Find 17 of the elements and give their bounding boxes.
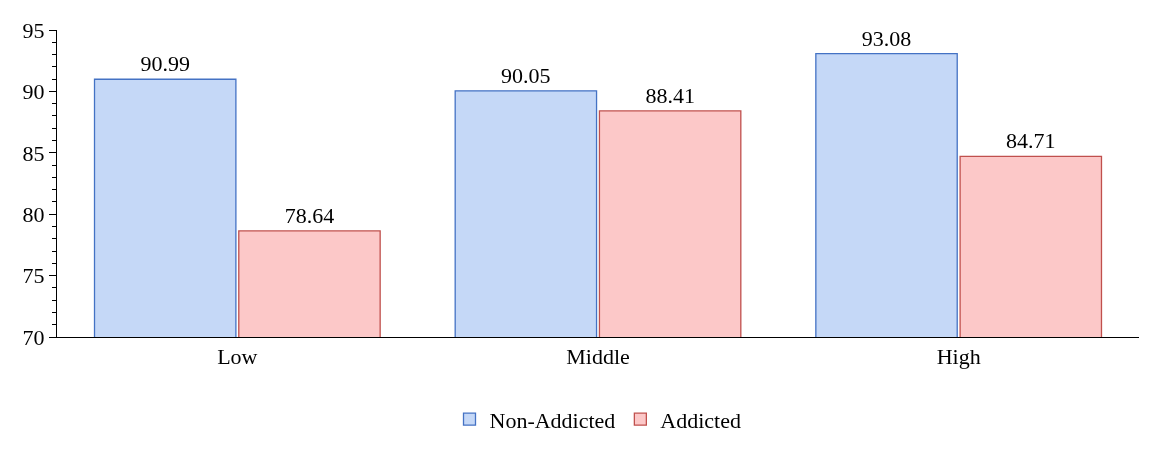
y-tick-label: 95 — [22, 17, 45, 43]
data-label: 84.71 — [1006, 128, 1056, 154]
legend-label: Non-Addicted — [489, 407, 616, 433]
y-tick-label: 75 — [22, 263, 45, 289]
y-tick-label: 85 — [22, 140, 45, 166]
data-label: 90.05 — [501, 62, 551, 88]
data-label: 78.64 — [284, 202, 335, 228]
y-tick-label: 70 — [22, 324, 45, 350]
y-tick-label: 90 — [22, 79, 45, 105]
legend-label: Addicted — [660, 407, 742, 433]
data-label: 90.99 — [140, 51, 190, 77]
x-tick-label: Low — [217, 344, 258, 370]
x-tick-label: High — [936, 344, 981, 370]
data-label: 93.08 — [861, 25, 912, 51]
data-label: 88.41 — [645, 82, 695, 108]
x-tick-label: Middle — [566, 344, 630, 370]
y-tick-label: 80 — [22, 201, 45, 227]
